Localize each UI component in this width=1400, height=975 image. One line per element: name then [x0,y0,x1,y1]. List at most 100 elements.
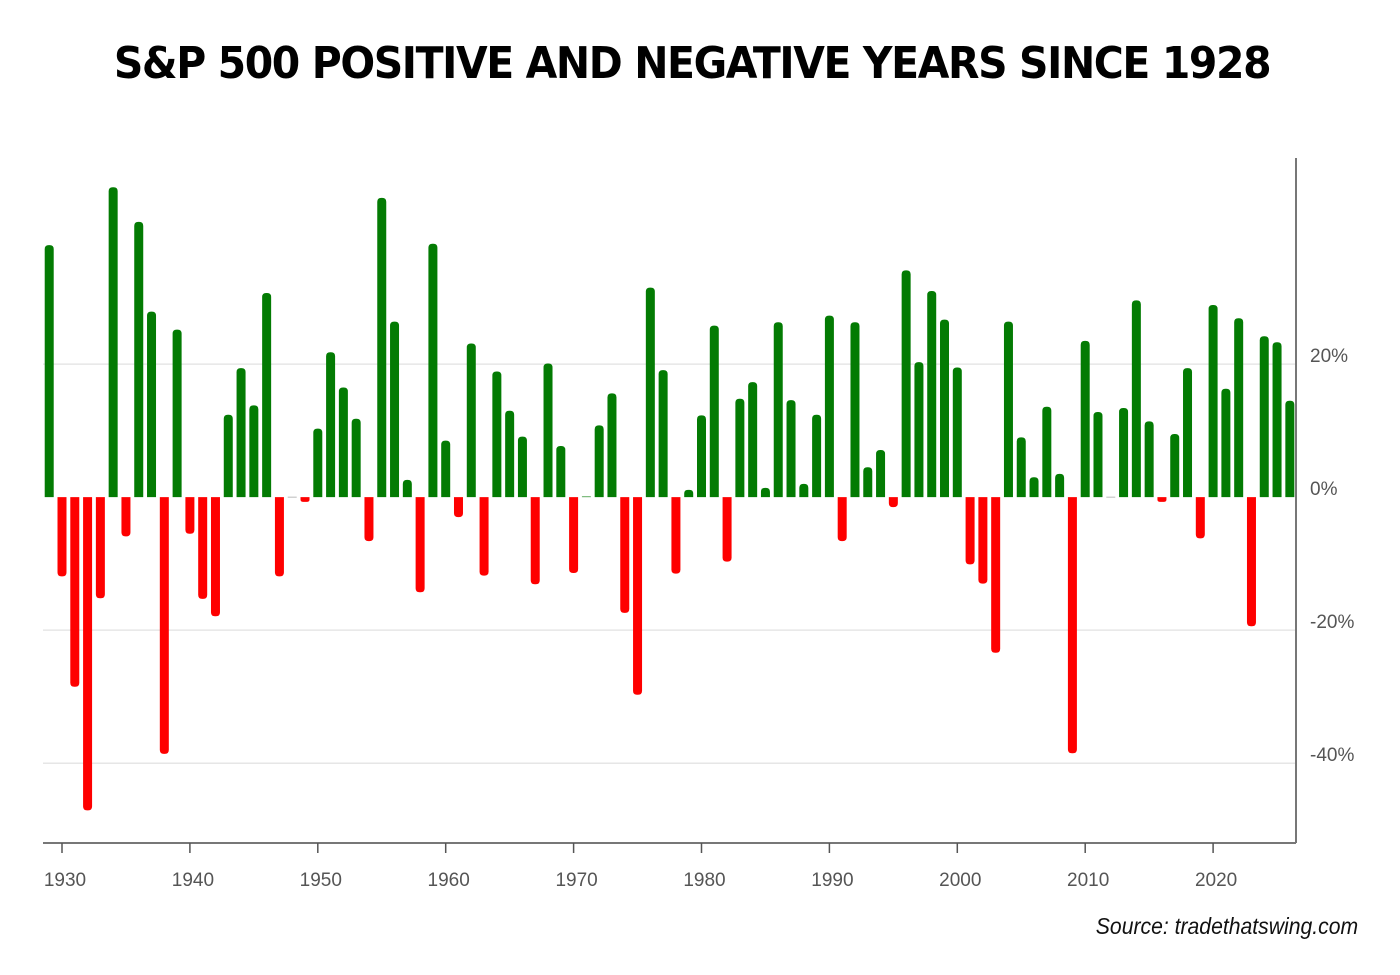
bar [262,293,272,498]
bar [1285,400,1295,498]
x-tick-label: 2000 [939,870,981,891]
bar [1170,433,1180,498]
bar [1067,497,1077,754]
bar [134,221,144,498]
x-tick-label: 1930 [44,870,86,891]
bar [147,311,157,498]
bar [978,497,988,584]
bar [300,497,310,502]
bar [351,418,361,498]
bar [901,270,911,498]
bar [697,415,706,498]
bar [607,393,617,498]
x-tick-label: 1970 [555,870,597,891]
bar [313,428,323,498]
bar [709,325,719,498]
bar [748,382,758,498]
chart-title: S&P 500 POSITIVE AND NEGATIVE YEARS SINC… [113,38,1272,89]
bar [1272,342,1282,498]
bar [121,497,131,537]
bar [927,291,937,498]
y-tick-label: 0% [1310,479,1338,500]
bar [658,370,668,498]
bar [1131,300,1141,498]
bar [1195,497,1205,539]
bar [799,483,809,498]
bar [722,497,732,562]
bar [671,497,681,574]
bars [44,187,1295,811]
bar [684,489,694,498]
bar [274,497,284,577]
bar [441,440,451,498]
bar [594,425,604,498]
bar [1029,477,1039,498]
x-tick-label: 1950 [300,870,342,891]
bar [364,497,374,542]
bar [505,410,515,498]
bar [453,497,463,518]
bar [479,497,489,576]
bar [620,497,630,613]
bar [824,315,834,498]
bar [249,405,259,498]
bar [786,400,796,498]
bar [1221,388,1231,498]
bar [1157,497,1167,502]
x-axis-ticks: 1930 1940 1950 1960 1970 1980 1990 2000 2010 2020 [44,843,1237,891]
bar [850,322,860,498]
bar [57,497,67,577]
bar [1246,497,1256,627]
bar [530,497,540,585]
bar [863,467,873,498]
bar [543,363,553,498]
bar [1106,496,1116,498]
bar [236,368,246,498]
bar [1234,318,1244,498]
bar [952,367,962,498]
bar [402,479,412,498]
x-tick-label: 1980 [683,870,725,891]
bar [185,497,195,534]
axes [43,158,1297,844]
bar [377,197,387,498]
y-tick-label: 20% [1310,346,1348,367]
bar [338,387,348,498]
bar [581,496,591,498]
bar [44,245,54,498]
bar [210,497,220,617]
bar [415,497,425,593]
bar [569,497,579,573]
bar [108,187,118,498]
bar [965,497,975,565]
bar [760,487,770,498]
source-note: Source: tradethatswing.com [1095,913,1358,939]
bar [633,497,643,695]
bar [837,497,847,542]
bar [914,362,924,498]
y-axis-ticks: 20% 0% -20% -40% [1310,346,1354,766]
bar [172,329,182,498]
bar [492,371,502,498]
bar [517,436,527,498]
bar [876,449,886,498]
x-tick-label: 2010 [1067,870,1109,891]
bar [1208,304,1218,498]
bar [95,497,105,599]
bar [159,497,169,754]
bar [198,497,208,599]
bar [1016,437,1026,498]
bar [83,497,93,811]
bar [888,497,898,508]
x-tick-label: 1960 [428,870,470,891]
y-tick-label: -20% [1310,612,1354,633]
bar [645,287,655,498]
bar [991,497,1001,653]
bar [1144,421,1154,498]
bar [1183,368,1193,498]
bar [1003,321,1013,498]
bar [1055,473,1065,498]
x-tick-label: 1940 [172,870,214,891]
bar [735,398,745,498]
